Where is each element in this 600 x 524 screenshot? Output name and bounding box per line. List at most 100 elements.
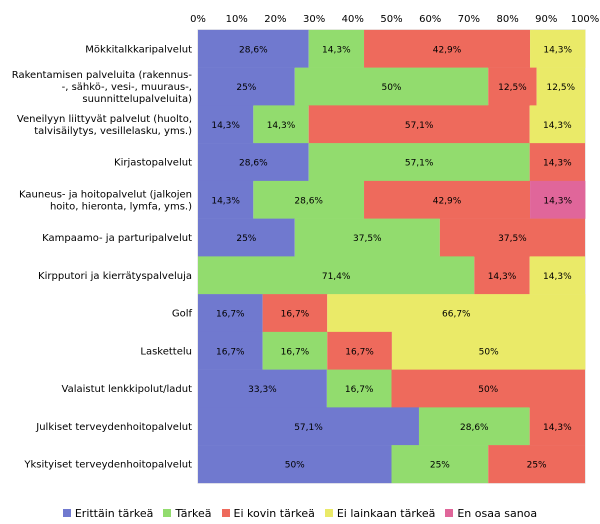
data-label: 50% (285, 461, 305, 471)
legend-swatch (163, 509, 172, 517)
category-label: Julkiset terveydenhoitopalvelut (35, 422, 192, 433)
legend-swatch (62, 509, 71, 517)
data-label: 16,7% (345, 385, 374, 395)
data-label: 12,5% (547, 83, 576, 93)
bar-segment (327, 331, 392, 370)
data-label: 50% (381, 83, 401, 93)
bar-segment (488, 445, 585, 484)
data-label: 28,6% (239, 45, 268, 55)
bar-segment (364, 180, 531, 219)
bar-segment (198, 407, 419, 446)
legend-label: En osaa sanoa (457, 506, 538, 520)
legend-label: Ei lainkaan tärkeä (336, 506, 436, 520)
bar-segment (198, 445, 392, 484)
category-label: Golf (172, 309, 193, 320)
category-label: Rakentamisen palveluita (rakennus--, säh… (12, 70, 193, 105)
data-label: 25% (430, 461, 450, 471)
data-label: 28,6% (239, 159, 268, 169)
data-label: 37,5% (353, 234, 382, 244)
category-label: Kauneus- ja hoitopalvelut (jalkojen hoito… (19, 189, 192, 212)
bar-segment (391, 331, 586, 370)
chart-canvas: 0% 10% 20% 30% 40% 50% 60% 70% 80% 90% 100% Mökkita… (12, 14, 600, 484)
data-label: 28,6% (294, 196, 323, 206)
legend-item: Ei lainkaan tärkeä (324, 506, 436, 520)
bar-segment (530, 29, 586, 68)
legend-item: En osaa sanoa (445, 507, 537, 520)
x-tick-label: 40% (342, 14, 364, 25)
x-tick-label: 90% (535, 14, 557, 25)
data-label: 14,3% (322, 45, 351, 55)
chart-legend: Erittäin tärkeä Tärkeä Ei kovin tärkeä Ei l… (0, 505, 600, 521)
bar-segment (253, 180, 365, 219)
data-label: 14,3% (543, 159, 572, 169)
data-label: 14,3% (543, 272, 572, 282)
x-tick-label: 70% (458, 14, 480, 25)
legend-swatch (445, 509, 454, 517)
bar-segment (391, 445, 489, 484)
legend-label: Erittäin tärkeä (74, 506, 154, 520)
data-label: 12,5% (498, 83, 527, 93)
legend-label: Tärkeä (175, 506, 212, 520)
data-label: 25% (236, 234, 256, 244)
category-label: Yksityiset terveydenhoitopalvelut (23, 460, 192, 471)
data-label: 14,3% (543, 423, 572, 433)
bar-segment (198, 331, 263, 370)
bar-segment (529, 105, 585, 144)
bar-segment (198, 369, 327, 408)
bar-segment (529, 143, 585, 182)
data-label: 14,3% (267, 121, 296, 131)
legend-swatch (221, 509, 230, 517)
data-label: 50% (479, 347, 499, 357)
data-label: 50% (478, 385, 498, 395)
bar-segment (308, 105, 530, 144)
bar-segment (308, 143, 530, 182)
x-tick-label: 20% (264, 14, 286, 25)
x-tick-label: 0% (190, 14, 206, 25)
category-label: Veneilyyn liittyvät palvelut (huolto, tal… (17, 114, 192, 137)
bar-segment (364, 29, 531, 68)
data-label: 14,3% (211, 196, 240, 206)
x-tick-label: 80% (496, 14, 518, 25)
legend-item: Ei kovin tärkeä (221, 506, 315, 520)
category-label: Kirjastopalvelut (114, 158, 192, 169)
data-label: 25% (527, 461, 547, 471)
x-tick-label: 30% (303, 14, 325, 25)
bar-segment (198, 29, 309, 68)
x-tick-label: 100% (571, 14, 600, 25)
data-label: 25% (236, 83, 256, 93)
bar-segment (262, 331, 328, 370)
bar-segment (198, 294, 263, 333)
category-label: Mökkitalkkaripalvelut (85, 44, 192, 55)
bar-segment (198, 67, 295, 106)
bar-segment (418, 407, 530, 446)
bar-segment (198, 180, 254, 219)
data-label: 16,7% (281, 347, 310, 357)
data-label: 42,9% (433, 45, 462, 55)
data-label: 14,3% (488, 272, 517, 282)
data-label: 71,4% (322, 272, 351, 282)
bar-segment (536, 67, 585, 106)
legend-swatch (324, 509, 333, 517)
category-label: Laskettelu (140, 346, 192, 357)
data-label: 16,7% (281, 310, 310, 320)
data-label: 57,1% (294, 423, 323, 433)
bar-segment (253, 105, 309, 144)
bar-segment (198, 143, 309, 182)
data-label: 14,3% (211, 121, 240, 131)
bar-segment (530, 180, 586, 219)
data-label: 14,3% (543, 121, 572, 131)
category-label: Kampaamo- ja parturipalvelut (42, 233, 192, 244)
data-label: 16,7% (216, 347, 245, 357)
x-tick-label: 10% (226, 14, 248, 25)
bar-segment (439, 218, 585, 257)
bar-segment (308, 29, 365, 68)
legend-label: Ei kovin tärkeä (233, 506, 315, 520)
data-label: 42,9% (433, 196, 462, 206)
bar-segment (294, 67, 489, 106)
bar-segment (327, 294, 586, 333)
data-label: 14,3% (543, 196, 572, 206)
data-label: 66,7% (442, 310, 471, 320)
bar-segment (198, 256, 475, 295)
bar-segment (474, 256, 530, 295)
